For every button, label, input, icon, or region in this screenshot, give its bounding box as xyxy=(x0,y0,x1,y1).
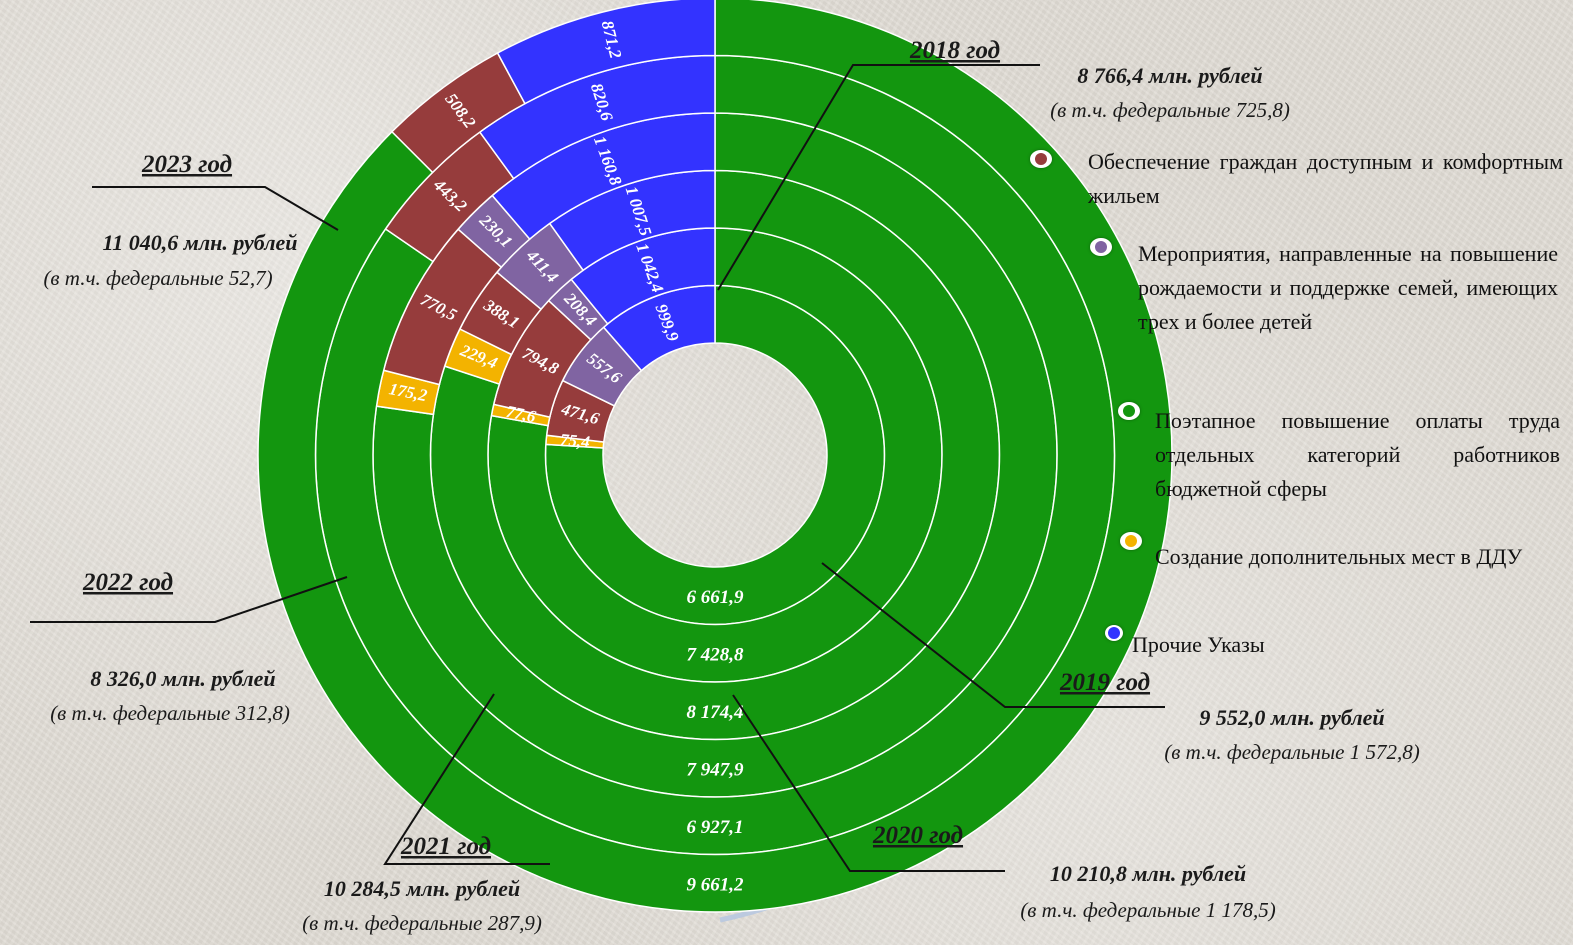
total-2023: 11 040,6 млн. рублей xyxy=(102,230,297,255)
legend-swatch-other xyxy=(1108,627,1120,639)
total-2021: 10 284,5 млн. рублей xyxy=(324,876,520,901)
legend-marker-other xyxy=(1105,625,1123,641)
annotation-2022: 2022 год 8 326,0 млн. рублей (в т.ч. фед… xyxy=(50,569,290,725)
total-2022: 8 326,0 млн. рублей xyxy=(90,666,275,691)
leader-line-2020 xyxy=(732,694,1005,872)
legend-item-other: Прочие Указы xyxy=(1132,632,1265,657)
segment-label-salary-5: 6 927,1 xyxy=(687,817,744,838)
segment-label-salary-1: 6 661,9 xyxy=(687,587,745,608)
legend-swatch-housing xyxy=(1035,153,1047,165)
segment-label-salary-3: 8 174,4 xyxy=(687,702,744,723)
legend-marker-housing xyxy=(1030,150,1052,168)
legend-swatch-birth xyxy=(1095,241,1107,253)
leader-line-2019 xyxy=(821,562,1165,708)
year-title-2021: 2021 год xyxy=(400,833,491,860)
legend-marker-kindergarten xyxy=(1120,532,1142,550)
total-2018: 8 766,4 млн. рублей xyxy=(1077,63,1262,88)
legend-marker-salary xyxy=(1118,402,1140,420)
leader-lines xyxy=(30,64,1165,872)
segment-label-salary-6: 9 661,2 xyxy=(687,874,745,895)
federal-2020: (в т.ч. федеральные 1 178,5) xyxy=(1020,898,1275,922)
legend-item-kindergarten: Создание дополнительных мест в ДДУ xyxy=(1155,544,1523,569)
total-2020: 10 210,8 млн. рублей xyxy=(1050,861,1246,886)
segment-other-6 xyxy=(496,0,716,105)
leader-line-2018 xyxy=(717,64,1040,291)
annotation-2018: 2018 год 8 766,4 млн. рублей (в т.ч. фед… xyxy=(909,37,1290,122)
annotation-2019: 2019 год 9 552,0 млн. рублей (в т.ч. фед… xyxy=(1059,669,1420,764)
federal-2019: (в т.ч. федеральные 1 572,8) xyxy=(1164,740,1419,764)
legend-item-housing: Обеспечение граждан доступным и комфортн… xyxy=(1088,149,1563,208)
annotation-2021: 2021 год 10 284,5 млн. рублей (в т.ч. фе… xyxy=(302,833,542,935)
legend-item-salary: Поэтапное повышение оплаты труда отдельн… xyxy=(1155,408,1560,501)
year-title-2019: 2019 год xyxy=(1059,669,1150,696)
federal-2023: (в т.ч. федеральные 52,7) xyxy=(43,266,272,290)
year-title-2022: 2022 год xyxy=(82,569,173,596)
segment-salary-6 xyxy=(257,0,1173,913)
segment-label-salary-4: 7 947,9 xyxy=(687,759,745,780)
legend-swatch-salary xyxy=(1123,405,1135,417)
annotation-2023: 2023 год 11 040,6 млн. рублей (в т.ч. фе… xyxy=(43,151,297,290)
segment-label-salary-2: 7 428,8 xyxy=(687,644,745,665)
year-title-2018: 2018 год xyxy=(909,37,1000,64)
donut-rings xyxy=(257,0,1173,913)
annotation-2020: 2020 год 10 210,8 млн. рублей (в т.ч. фе… xyxy=(872,822,1276,922)
leader-line-2021 xyxy=(383,693,550,865)
federal-2018: (в т.ч. федеральные 725,8) xyxy=(1050,98,1290,122)
legend-item-birth: Мероприятия, направленные на повышение р… xyxy=(1138,241,1558,334)
legend-marker-birth xyxy=(1090,238,1112,256)
leader-line-2023 xyxy=(92,186,339,231)
federal-2021: (в т.ч. федеральные 287,9) xyxy=(302,911,542,935)
total-2019: 9 552,0 млн. рублей xyxy=(1199,705,1384,730)
leader-line-2022 xyxy=(30,576,348,623)
federal-2022: (в т.ч. федеральные 312,8) xyxy=(50,701,290,725)
legend-swatch-kindergarten xyxy=(1125,535,1137,547)
year-title-2020: 2020 год xyxy=(872,822,963,849)
segment-label-kindergarten-1: 75,4 xyxy=(559,430,590,452)
year-title-2023: 2023 год xyxy=(141,151,232,178)
